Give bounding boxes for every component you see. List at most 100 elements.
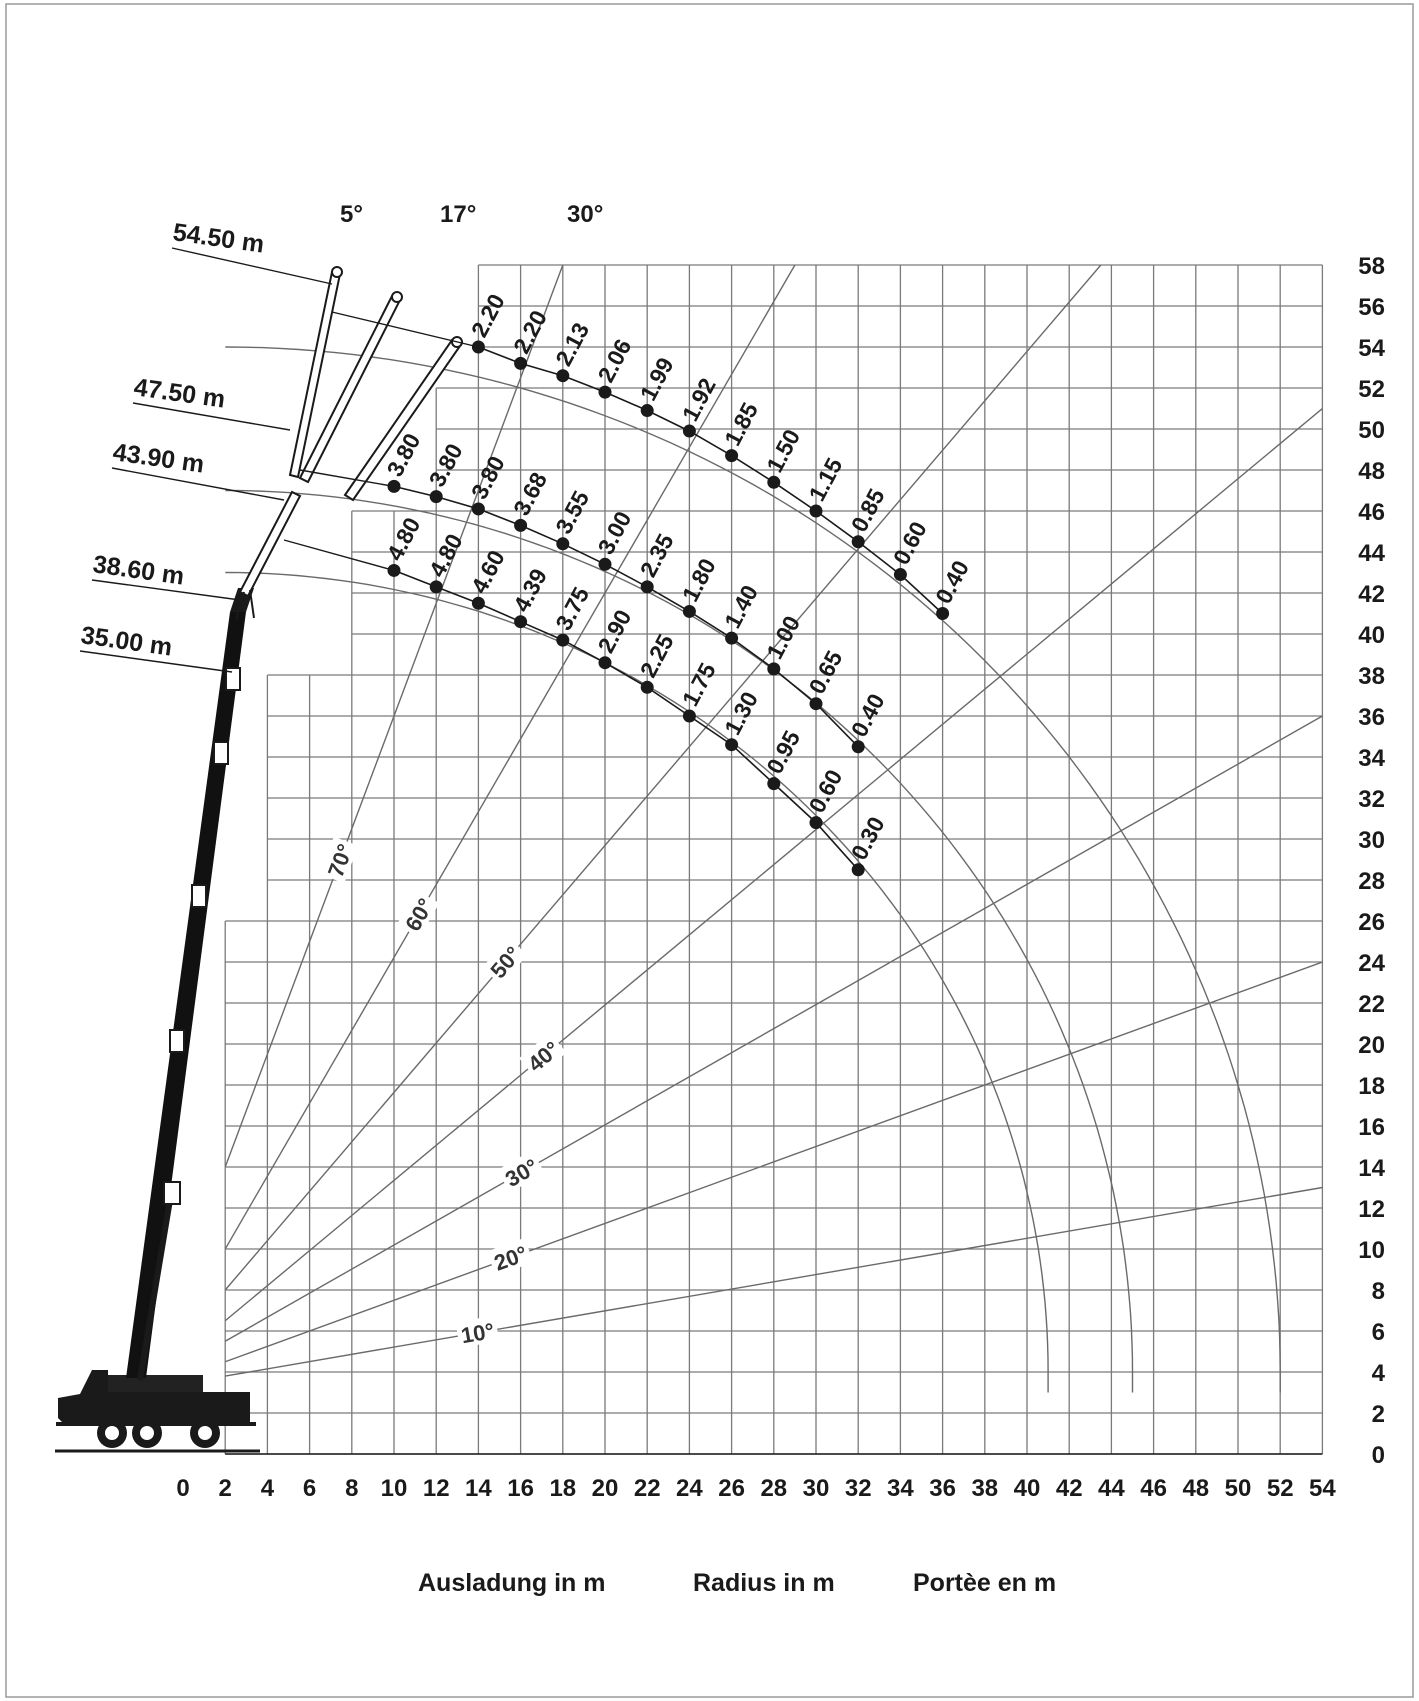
axis-title-ausladung: Ausladung in m (418, 1569, 606, 1597)
load-point (725, 631, 739, 645)
x-tick-label: 10 (381, 1475, 408, 1502)
x-tick-label: 2 (219, 1475, 232, 1502)
x-tick-label: 24 (676, 1475, 703, 1502)
x-tick-label: 36 (929, 1475, 956, 1502)
x-tick-label: 22 (634, 1475, 661, 1502)
crane-drawing (55, 266, 463, 1453)
y-tick-label: 22 (1358, 991, 1385, 1018)
jib-connector (283, 539, 395, 572)
y-tick-label: 38 (1358, 663, 1385, 690)
x-tick-label: 30 (803, 1475, 830, 1502)
load-point (429, 490, 443, 504)
load-point (725, 449, 739, 463)
angle-lines (225, 265, 1323, 1377)
load-series-line (393, 569, 859, 871)
angle-line (225, 1186, 1323, 1377)
axis-ticks: 0 2 4 6 8 10 12 14 16 18 20 22 24 26 28 30 32 34 36 38 40 42 4… (176, 253, 1385, 1502)
angle-line (225, 265, 796, 1250)
x-tick-label: 18 (549, 1475, 576, 1502)
load-point (514, 356, 528, 370)
x-tick-label: 42 (1056, 1475, 1083, 1502)
load-series-line (478, 346, 944, 615)
radius-curve (225, 346, 1281, 1393)
y-tick-label: 48 (1358, 458, 1385, 485)
load-point (682, 604, 696, 618)
y-tick-label: 8 (1372, 1278, 1385, 1305)
y-tick-label: 46 (1358, 499, 1385, 526)
radius-curve (225, 571, 1049, 1393)
y-tick-label: 58 (1358, 253, 1385, 280)
y-tick-label: 44 (1358, 540, 1385, 567)
top-angle-30: 30° (567, 201, 603, 228)
load-point (598, 385, 612, 399)
jib-connector (331, 311, 479, 348)
load-point (471, 596, 485, 610)
y-tick-label: 50 (1358, 417, 1385, 444)
x-tick-label: 34 (887, 1475, 914, 1502)
load-point (640, 680, 654, 694)
load-point (556, 633, 570, 647)
boom-icon (126, 588, 254, 1381)
boom-length-leader (79, 650, 233, 673)
y-tick-label: 2 (1372, 1401, 1385, 1428)
top-angle-5: 5° (340, 201, 363, 228)
axis-title-portee: Portèe en m (913, 1569, 1056, 1597)
load-point (556, 369, 570, 383)
x-tick-label: 12 (423, 1475, 450, 1502)
angle-label-bg (319, 836, 359, 884)
y-tick-label: 6 (1372, 1319, 1385, 1346)
x-tick-label: 20 (592, 1475, 619, 1502)
x-tick-label: 50 (1225, 1475, 1252, 1502)
angle-line (225, 265, 1102, 1291)
angle-line (225, 961, 1323, 1363)
y-tick-label: 20 (1358, 1032, 1385, 1059)
load-point (471, 502, 485, 516)
load-point (429, 580, 443, 594)
load-point (598, 656, 612, 670)
load-point (640, 404, 654, 418)
angle-label: 10° (459, 1318, 496, 1348)
crane-truck-icon (55, 1370, 260, 1453)
load-point (598, 557, 612, 571)
load-point (809, 504, 823, 518)
load-point (387, 479, 401, 493)
y-tick-label: 0 (1372, 1442, 1385, 1469)
load-point (809, 816, 823, 830)
x-tick-label: 14 (465, 1475, 492, 1502)
x-tick-label: 0 (176, 1475, 189, 1502)
load-point (471, 340, 485, 354)
x-tick-label: 54 (1309, 1475, 1336, 1502)
y-tick-label: 14 (1358, 1155, 1385, 1182)
x-tick-label: 38 (971, 1475, 998, 1502)
boom-length-leader (91, 579, 241, 601)
load-point (514, 518, 528, 532)
boom-length-leader (171, 247, 333, 285)
load-point (514, 615, 528, 629)
x-tick-label: 28 (760, 1475, 787, 1502)
y-tick-label: 24 (1358, 950, 1385, 977)
load-point (767, 662, 781, 676)
x-tick-label: 4 (261, 1475, 275, 1502)
y-tick-label: 54 (1358, 335, 1385, 362)
x-tick-label: 8 (345, 1475, 358, 1502)
load-point (809, 697, 823, 711)
load-point (851, 740, 865, 754)
y-tick-label: 26 (1358, 909, 1385, 936)
angle-line (225, 407, 1323, 1322)
load-point (387, 563, 401, 577)
load-point (682, 424, 696, 438)
load-point (640, 580, 654, 594)
load-point (556, 537, 570, 551)
angle-line (225, 715, 1323, 1342)
boom-length-leader (111, 467, 285, 501)
x-tick-label: 32 (845, 1475, 872, 1502)
y-tick-label: 16 (1358, 1114, 1385, 1141)
angle-label-bg (455, 1315, 500, 1348)
x-tick-label: 6 (303, 1475, 316, 1502)
angle-label-bg (519, 1032, 567, 1079)
load-point (893, 568, 907, 582)
x-tick-label: 52 (1267, 1475, 1294, 1502)
angle-label-bg (396, 890, 440, 938)
y-tick-label: 52 (1358, 376, 1385, 403)
y-tick-label: 56 (1358, 294, 1385, 321)
